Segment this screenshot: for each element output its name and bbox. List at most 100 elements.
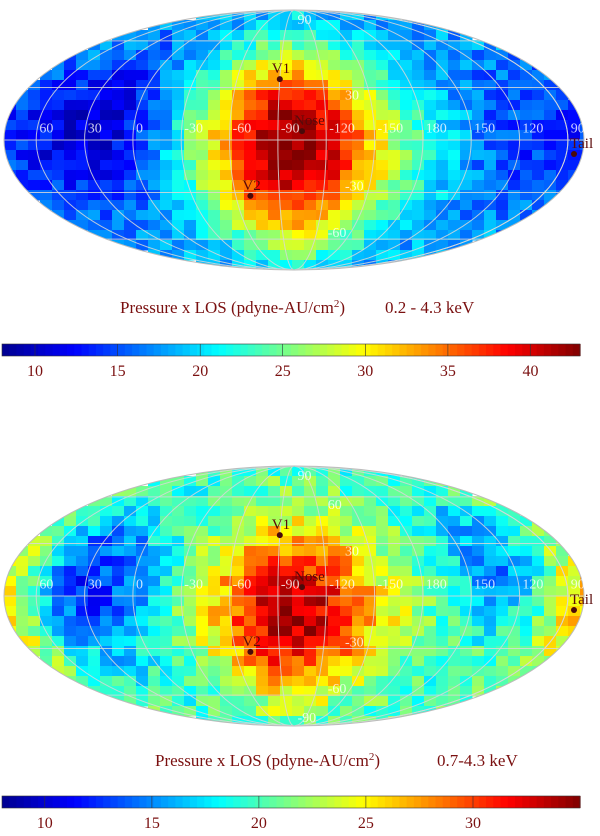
heatmap-cell <box>268 676 281 687</box>
heatmap-cell <box>280 616 293 627</box>
heatmap-cell <box>304 586 317 597</box>
heatmap-cell <box>412 140 425 151</box>
heatmap-cell <box>460 70 473 81</box>
heatmap-cell <box>196 696 209 707</box>
heatmap-cell <box>436 566 449 577</box>
heatmap-cell <box>520 606 533 617</box>
colorbar-segment <box>16 344 25 356</box>
heatmap-cell <box>40 190 53 201</box>
heatmap-cell <box>184 636 197 647</box>
heatmap-cell <box>64 110 77 121</box>
colorbar-segment <box>168 796 176 808</box>
heatmap-cell <box>496 40 509 51</box>
heatmap-cell <box>544 596 557 607</box>
heatmap-cell <box>352 606 365 617</box>
heatmap-cell <box>280 260 293 270</box>
heatmap-cell <box>484 130 497 141</box>
heatmap-cell <box>304 536 317 547</box>
heatmap-cell <box>256 706 269 717</box>
heatmap-cell <box>244 626 257 637</box>
heatmap-cell <box>328 516 341 527</box>
heatmap-cell <box>40 586 53 597</box>
heatmap-cell <box>268 220 281 231</box>
heatmap-cell <box>124 656 137 667</box>
heatmap-cell <box>76 140 89 151</box>
heatmap-cell <box>28 616 41 627</box>
heatmap-cell <box>316 546 329 557</box>
heatmap-cell <box>316 606 329 617</box>
lat-grid-label: 60 <box>328 498 342 513</box>
heatmap-cell <box>340 466 353 477</box>
heatmap-cell <box>352 666 365 677</box>
heatmap-cell <box>364 626 377 637</box>
heatmap-cell <box>460 666 473 677</box>
heatmap-cell <box>148 676 161 687</box>
heatmap-cell <box>376 200 389 211</box>
heatmap-cell <box>340 90 353 101</box>
heatmap-cell <box>172 60 185 71</box>
heatmap-cell <box>100 140 113 151</box>
heatmap-cell <box>448 150 461 161</box>
heatmap-cell <box>256 676 269 687</box>
heatmap-cell <box>364 566 377 577</box>
heatmap-cell <box>136 200 149 211</box>
heatmap-cell <box>436 486 449 497</box>
heatmap-cell <box>364 190 377 201</box>
heatmap-cell <box>352 240 365 251</box>
heatmap-cell <box>40 556 53 567</box>
marker-v1 <box>276 76 283 83</box>
heatmap-cell <box>220 10 233 21</box>
heatmap-cell <box>316 646 329 657</box>
heatmap-cell <box>184 210 197 221</box>
heatmap-cell <box>220 20 233 31</box>
heatmap-cell <box>124 120 137 131</box>
heatmap-cell <box>388 506 401 517</box>
heatmap-cell <box>208 180 221 191</box>
heatmap-cell <box>532 100 545 111</box>
heatmap-cell <box>256 140 269 151</box>
heatmap-cell <box>148 100 161 111</box>
marker-label: V1 <box>272 61 290 77</box>
colorbar-segment <box>363 344 372 356</box>
heatmap-cell <box>412 596 425 607</box>
heatmap-cell <box>328 80 341 91</box>
heatmap-cell <box>316 676 329 687</box>
heatmap-cell <box>508 150 521 161</box>
heatmap-cell <box>472 556 485 567</box>
heatmap-cell <box>568 596 581 607</box>
colorbar-segment <box>341 796 350 808</box>
heatmap-cell <box>28 586 41 597</box>
heatmap-cell <box>64 586 77 597</box>
heatmap-cell <box>508 586 521 597</box>
heatmap-cell <box>496 160 509 171</box>
heatmap-cell <box>148 120 161 131</box>
heatmap-cell <box>460 546 473 557</box>
heatmap-cell <box>208 110 221 121</box>
heatmap-cell <box>376 80 389 91</box>
heatmap-cell <box>256 50 269 61</box>
heatmap-cell <box>364 636 377 647</box>
heatmap-cell <box>292 676 305 687</box>
heatmap-cell <box>256 546 269 557</box>
heatmap-cell <box>268 706 281 717</box>
heatmap-cell <box>64 566 77 577</box>
heatmap-cell <box>340 80 353 91</box>
colorbar-segment <box>153 344 162 356</box>
colorbar-segment <box>146 344 155 356</box>
heatmap-cell <box>388 180 401 191</box>
heatmap-cell <box>28 546 41 557</box>
heatmap-cell <box>268 40 281 51</box>
heatmap-cell <box>388 666 401 677</box>
heatmap-cell <box>64 140 77 151</box>
heatmap-cell <box>112 646 125 657</box>
heatmap-cell <box>544 170 557 181</box>
heatmap-cell <box>196 646 209 657</box>
heatmap-cell <box>208 586 221 597</box>
heatmap-cell <box>472 150 485 161</box>
heatmap-cell <box>184 576 197 587</box>
heatmap-cell <box>292 160 305 171</box>
heatmap-cell <box>460 656 473 667</box>
heatmap-cell <box>484 150 497 161</box>
heatmap-cell <box>220 466 233 477</box>
